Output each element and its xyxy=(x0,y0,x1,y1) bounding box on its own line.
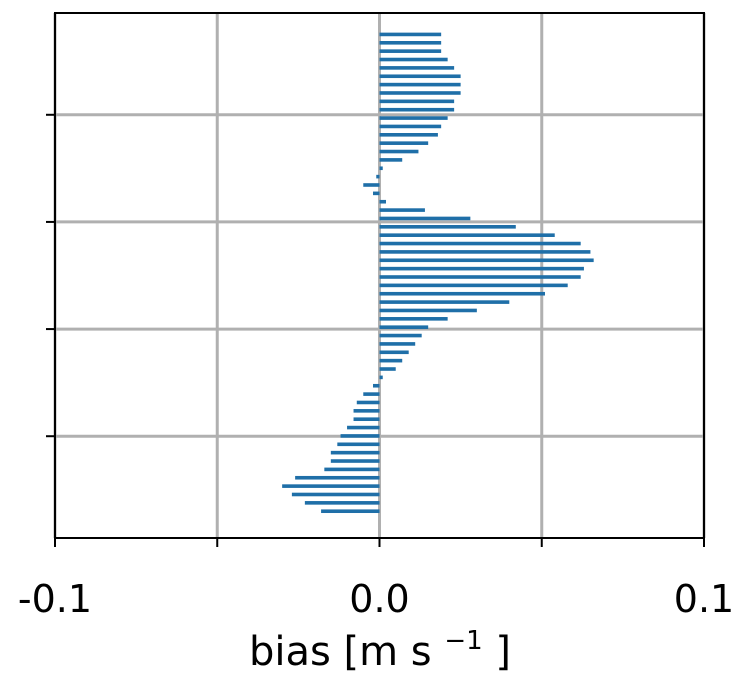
x-axis-label-text: bias [m s xyxy=(249,629,432,675)
x-tick-label: 0.0 xyxy=(349,577,409,621)
bar xyxy=(379,367,396,371)
bar xyxy=(356,400,380,405)
bar xyxy=(379,99,455,104)
x-axis-label-superscript: −1 xyxy=(444,626,482,656)
bar xyxy=(291,492,380,497)
axis-ticks xyxy=(46,113,705,547)
x-axis-label: bias [m s −1 ] xyxy=(249,613,511,675)
bar xyxy=(379,375,383,380)
x-axis-label-suffix: ] xyxy=(495,629,511,675)
bar xyxy=(379,82,461,87)
bar xyxy=(379,91,461,95)
bar xyxy=(379,133,438,137)
bar xyxy=(379,358,403,363)
x-tick-labels: -0.1 0.0 0.1 xyxy=(18,577,734,621)
bars xyxy=(282,32,594,514)
bar xyxy=(353,409,380,413)
bar xyxy=(379,141,429,145)
bar xyxy=(379,258,594,263)
bar xyxy=(379,225,516,229)
bar xyxy=(379,317,448,321)
bar xyxy=(379,275,581,279)
bar xyxy=(379,40,442,45)
bar xyxy=(379,266,584,271)
bar xyxy=(379,308,477,313)
bar xyxy=(379,250,591,254)
x-tick-label: -0.1 xyxy=(18,577,92,621)
bar xyxy=(379,199,386,204)
bar xyxy=(379,300,510,304)
bar xyxy=(363,183,380,187)
bar xyxy=(379,149,419,154)
bar xyxy=(379,49,442,53)
bar xyxy=(379,350,409,355)
bar xyxy=(282,484,380,488)
bar xyxy=(379,291,545,296)
bar xyxy=(379,74,461,79)
bar xyxy=(321,509,380,514)
bar xyxy=(379,116,448,120)
bar xyxy=(340,434,380,438)
bar xyxy=(379,158,403,162)
bar xyxy=(379,342,416,346)
bar xyxy=(379,124,442,129)
bar xyxy=(379,325,429,329)
bar xyxy=(379,166,383,171)
bar xyxy=(379,216,471,221)
bar xyxy=(295,475,380,480)
bar xyxy=(330,450,380,455)
bar xyxy=(324,467,380,472)
bar xyxy=(347,425,380,430)
bar xyxy=(363,392,380,396)
bar xyxy=(379,66,455,70)
bar xyxy=(373,383,380,388)
bar xyxy=(379,32,442,37)
bar xyxy=(379,233,555,237)
bar xyxy=(379,208,425,212)
x-tick-label: 0.1 xyxy=(674,577,734,621)
bar xyxy=(373,191,380,196)
bar xyxy=(376,174,380,179)
bar xyxy=(353,417,380,422)
bar xyxy=(337,442,380,447)
bar xyxy=(379,333,422,338)
bar xyxy=(330,459,380,463)
bar xyxy=(304,501,380,505)
bar xyxy=(379,241,581,246)
bar xyxy=(379,283,568,288)
bar xyxy=(379,107,455,112)
bar xyxy=(379,57,448,62)
